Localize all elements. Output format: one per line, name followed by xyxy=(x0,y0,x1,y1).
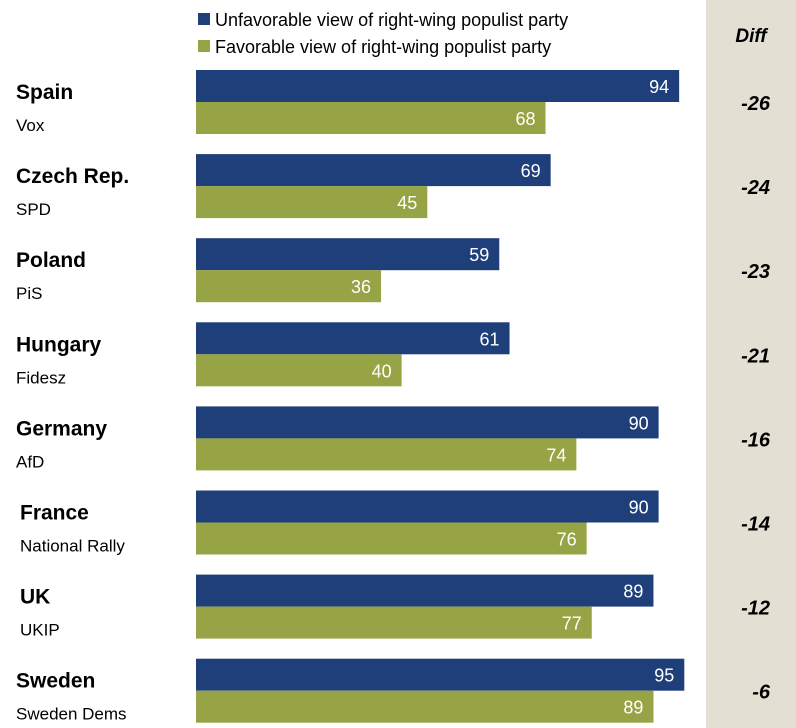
value-label: 69 xyxy=(521,161,541,181)
bar-favorable xyxy=(196,354,402,387)
diff-value: -14 xyxy=(741,514,770,536)
value-label: 74 xyxy=(546,445,566,465)
value-label: 40 xyxy=(372,361,392,381)
party-label: AfD xyxy=(16,452,44,471)
value-label: 76 xyxy=(557,530,577,550)
diff-value: -23 xyxy=(741,261,770,283)
value-label: 90 xyxy=(629,413,649,433)
value-label: 89 xyxy=(623,582,643,602)
party-label: National Rally xyxy=(20,537,125,556)
country-label: France xyxy=(20,502,89,525)
bar-favorable xyxy=(196,690,654,723)
country-label: Sweden xyxy=(16,670,95,693)
party-label: UKIP xyxy=(20,621,60,640)
bar-favorable xyxy=(196,270,382,303)
bar-unfavorable xyxy=(196,574,654,607)
value-label: 45 xyxy=(397,193,417,213)
value-label: 94 xyxy=(649,77,669,97)
bar-unfavorable xyxy=(196,406,659,439)
value-label: 61 xyxy=(480,329,500,349)
bar-favorable xyxy=(196,186,428,219)
chart-rows: Spain Vox 94 68 -26 Czech Rep. SPD 69 45 -24 Polan… xyxy=(16,70,771,724)
bar-unfavorable xyxy=(196,490,659,523)
legend-label-unfavorable: Unfavorable view of right-wing populist … xyxy=(215,10,568,30)
country-label: UK xyxy=(20,586,50,609)
bar-favorable xyxy=(196,522,587,555)
bar-favorable xyxy=(196,606,592,639)
value-label: 89 xyxy=(623,698,643,718)
diff-header: Diff xyxy=(735,26,768,47)
country-label: Hungary xyxy=(16,333,102,356)
value-label: 77 xyxy=(562,614,582,634)
diff-value: -12 xyxy=(741,598,770,620)
value-label: 36 xyxy=(351,277,371,297)
diff-panel xyxy=(706,0,796,728)
diff-value: -24 xyxy=(741,177,770,199)
value-label: 95 xyxy=(654,666,674,686)
diff-value: -6 xyxy=(752,682,771,704)
party-label: Fidesz xyxy=(16,368,66,387)
diff-value: -21 xyxy=(741,345,770,367)
bar-favorable xyxy=(196,102,546,134)
bar-unfavorable xyxy=(196,658,685,691)
country-label: Czech Rep. xyxy=(16,165,129,188)
party-label: PiS xyxy=(16,284,42,303)
legend-swatch-unfavorable xyxy=(198,13,210,25)
diff-value: -16 xyxy=(741,429,771,451)
value-label: 90 xyxy=(629,498,649,518)
value-label: 59 xyxy=(469,245,489,265)
bar-favorable xyxy=(196,438,577,471)
value-label: 68 xyxy=(515,109,535,129)
bar-unfavorable xyxy=(196,154,551,187)
party-label: Vox xyxy=(16,116,45,135)
country-label: Germany xyxy=(16,417,107,440)
diff-value: -26 xyxy=(741,93,771,115)
party-label: Sweden Dems xyxy=(16,705,127,724)
legend-swatch-favorable xyxy=(198,40,210,52)
bar-unfavorable xyxy=(196,238,500,271)
bar-unfavorable xyxy=(196,322,510,355)
country-label: Poland xyxy=(16,249,86,272)
bar-unfavorable xyxy=(196,70,680,102)
country-label: Spain xyxy=(16,81,73,104)
legend-label-favorable: Favorable view of right-wing populist pa… xyxy=(215,37,551,57)
party-label: SPD xyxy=(16,200,51,219)
